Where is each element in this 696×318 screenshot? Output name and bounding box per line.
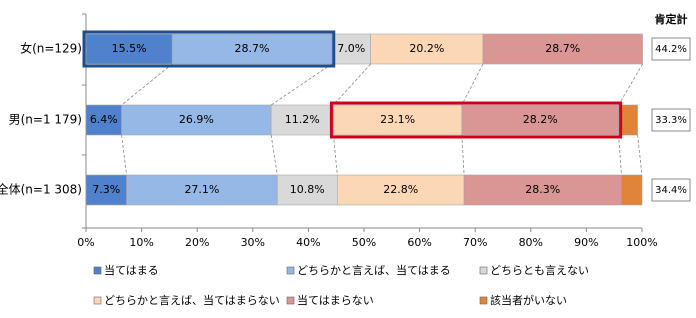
bar-segment <box>121 104 272 136</box>
bar-segment <box>331 33 371 65</box>
x-tick-label: 30% <box>241 236 265 249</box>
legend-label: 当てはまる <box>104 263 159 277</box>
x-tick-label: 40% <box>296 236 320 249</box>
legend-swatch <box>479 296 488 305</box>
legend-swatch <box>286 266 295 275</box>
value-label: 26.9% <box>179 113 214 126</box>
summary-label: 34.4% <box>655 185 687 196</box>
connector <box>333 63 371 106</box>
bar-segment <box>463 174 622 206</box>
bar-segment <box>276 174 338 206</box>
value-label: 6.4% <box>90 113 118 126</box>
y-tick-label: 全体(n=1 308) <box>0 182 82 197</box>
bar-segment <box>85 104 122 136</box>
y-tick-label: 女(n=129) <box>20 41 82 56</box>
highlight-box <box>329 101 623 139</box>
bar-segment <box>621 174 643 206</box>
x-tick-label: 0% <box>77 236 94 249</box>
value-label: 28.7% <box>545 42 580 55</box>
connector <box>121 134 127 176</box>
value-label: 7.3% <box>92 183 120 196</box>
connector <box>121 63 173 106</box>
x-tick-label: 70% <box>463 236 487 249</box>
connector <box>618 63 643 106</box>
connector <box>461 134 465 176</box>
value-label: 7.0% <box>337 42 365 55</box>
x-tick-label: 50% <box>352 236 376 249</box>
value-label: 20.2% <box>409 42 444 55</box>
connector <box>270 134 278 176</box>
value-label: 11.2% <box>285 113 320 126</box>
value-label: 23.1% <box>380 113 415 126</box>
value-label: 15.5% <box>112 42 147 55</box>
bar-segment <box>618 104 638 136</box>
legend-label: どちらとも言えない <box>490 264 589 277</box>
summary-label: 44.2% <box>655 44 687 55</box>
bar-segment <box>85 33 173 65</box>
legend-swatch <box>479 266 488 275</box>
summary-box <box>651 178 691 202</box>
x-tick-label: 90% <box>574 236 598 249</box>
x-tick-label: 80% <box>519 236 543 249</box>
legend-swatch <box>93 296 102 305</box>
value-label: 28.3% <box>525 183 560 196</box>
value-label: 28.2% <box>523 113 558 126</box>
legend-label: 該当者がいない <box>490 293 567 307</box>
connector <box>270 63 332 106</box>
x-tick-label: 20% <box>185 236 209 249</box>
value-label: 28.7% <box>234 42 269 55</box>
bar-segment <box>482 33 643 65</box>
x-tick-label: 10% <box>129 236 153 249</box>
bar-segment <box>126 174 278 206</box>
x-tick-label: 100% <box>626 236 657 249</box>
bar-segment <box>85 174 127 206</box>
legend-label: どちらかと言えば、当てはまる <box>297 263 451 277</box>
legend-swatch <box>93 266 102 275</box>
connector <box>618 134 622 176</box>
legend-label: 当てはまらない <box>297 293 374 307</box>
summary-title: 肯定計 <box>655 12 688 26</box>
bar-segment <box>333 104 463 136</box>
connector <box>637 134 643 176</box>
value-label: 27.1% <box>184 183 219 196</box>
bar-segment <box>461 104 619 136</box>
legend-label: どちらかと言えば、当てはまらない <box>104 293 280 307</box>
bar-segment <box>171 33 333 65</box>
x-tick-label: 60% <box>407 236 431 249</box>
value-label: 10.8% <box>290 183 325 196</box>
summary-box <box>651 108 691 132</box>
summary-box <box>651 37 691 61</box>
y-tick-label: 男(n=1 179) <box>9 113 82 127</box>
summary-label: 33.3% <box>655 115 687 126</box>
legend-swatch <box>286 296 295 305</box>
connector <box>461 63 484 106</box>
connector <box>333 134 338 176</box>
highlight-box <box>82 30 336 68</box>
bar-segment <box>270 104 334 136</box>
bar-segment <box>337 174 465 206</box>
value-label: 22.8% <box>383 183 418 196</box>
